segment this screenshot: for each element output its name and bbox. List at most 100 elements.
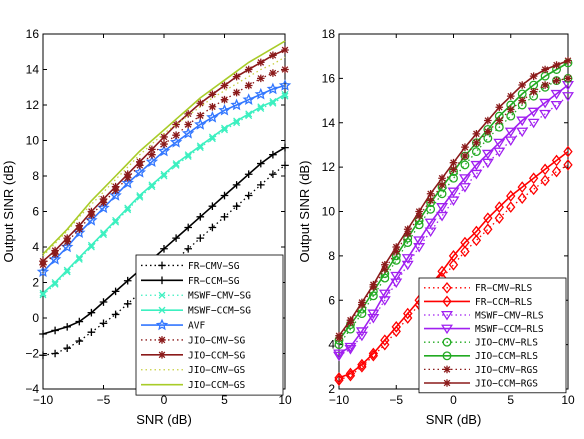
data-point — [438, 174, 446, 183]
data-point — [540, 163, 550, 176]
data-point — [123, 170, 132, 179]
data-point — [63, 268, 71, 276]
data-point — [160, 170, 168, 178]
legend-marker — [442, 295, 452, 308]
x-tick-label: 0 — [161, 393, 168, 407]
legend-box — [418, 277, 567, 394]
data-point — [436, 203, 449, 213]
x-axis-label: SNR (dB) — [426, 412, 482, 427]
data-point — [254, 87, 268, 100]
data-point — [112, 218, 120, 226]
data-point — [516, 116, 529, 127]
data-point — [550, 89, 563, 100]
data-point — [357, 358, 367, 371]
data-point — [495, 116, 504, 125]
data-point — [550, 100, 563, 111]
data-point — [413, 236, 426, 246]
data-point — [281, 46, 289, 54]
y-tick-label: 14 — [26, 63, 40, 77]
data-point — [494, 212, 504, 224]
y-tick-label: 4 — [32, 240, 39, 254]
data-point — [541, 65, 549, 74]
data-point — [461, 143, 469, 151]
series-line — [42, 84, 286, 273]
data-point — [472, 138, 481, 147]
data-point — [541, 81, 549, 89]
legend-marker — [441, 324, 453, 335]
legend-marker — [158, 291, 166, 299]
data-point — [426, 196, 435, 205]
legend-marker — [443, 379, 451, 387]
legend-marker — [441, 310, 453, 321]
data-point — [381, 260, 389, 269]
y-tick-label: 10 — [26, 134, 40, 148]
y-tick-label: 4 — [328, 338, 335, 352]
data-point — [257, 58, 265, 67]
data-point — [75, 255, 83, 263]
legend-marker — [155, 318, 169, 331]
y-tick-label: 18 — [322, 27, 336, 41]
data-point — [123, 276, 132, 285]
data-point — [460, 160, 470, 170]
data-point — [242, 93, 255, 105]
legend-label: JIO−CMV−RLS — [475, 338, 538, 349]
data-point — [111, 310, 120, 319]
data-point — [75, 317, 84, 326]
data-point — [99, 195, 108, 203]
data-point — [345, 367, 356, 380]
data-point — [136, 158, 144, 166]
data-point — [527, 107, 540, 118]
data-point — [381, 265, 389, 273]
data-point — [87, 241, 95, 249]
data-point — [506, 190, 516, 202]
data-point — [244, 65, 253, 74]
legend-label: FR−CMV−SG — [188, 261, 240, 272]
data-point — [518, 96, 526, 105]
y-axis-label: Output SINR (dB) — [1, 161, 16, 263]
data-point — [39, 351, 47, 360]
data-point — [504, 127, 517, 138]
data-point — [403, 225, 412, 234]
data-point — [145, 155, 159, 168]
data-point — [133, 166, 147, 178]
data-point — [232, 181, 241, 189]
data-point — [367, 309, 380, 320]
data-point — [390, 271, 403, 282]
data-point — [112, 216, 120, 224]
data-point — [63, 266, 71, 274]
data-point — [481, 149, 494, 160]
data-point — [172, 161, 180, 169]
data-point — [172, 120, 180, 129]
data-point — [87, 243, 95, 251]
chart-right: −10 −5 0 5 10 2 4 6 8 10 12 14 16 18 SNR (dB) Output SI… — [297, 27, 575, 427]
data-point — [220, 213, 229, 221]
data-point — [196, 213, 205, 221]
legend-marker — [158, 306, 166, 314]
series-line — [42, 56, 286, 257]
data-point — [471, 234, 482, 247]
data-point — [184, 152, 192, 160]
data-point — [208, 202, 217, 210]
data-point — [244, 81, 253, 90]
legend-marker — [158, 276, 166, 285]
data-point — [51, 326, 59, 335]
legend-label: MSWF−CMV−RLS — [475, 310, 544, 321]
data-point — [124, 204, 132, 212]
data-point — [266, 82, 280, 95]
legend-label: AVF — [188, 320, 205, 331]
data-point — [540, 174, 550, 187]
data-point — [136, 192, 144, 200]
data-point — [458, 174, 471, 184]
y-tick-label: 16 — [322, 71, 336, 85]
data-point — [449, 158, 458, 167]
data-point — [335, 331, 343, 340]
data-point — [63, 234, 71, 242]
data-point — [208, 133, 216, 141]
data-point — [437, 265, 447, 278]
legend-label: FR−CCM−SG — [188, 276, 240, 287]
x-tick-label: −5 — [97, 393, 111, 407]
data-point — [552, 61, 561, 69]
data-point — [472, 130, 481, 138]
data-point — [208, 90, 217, 99]
data-point — [281, 92, 289, 100]
